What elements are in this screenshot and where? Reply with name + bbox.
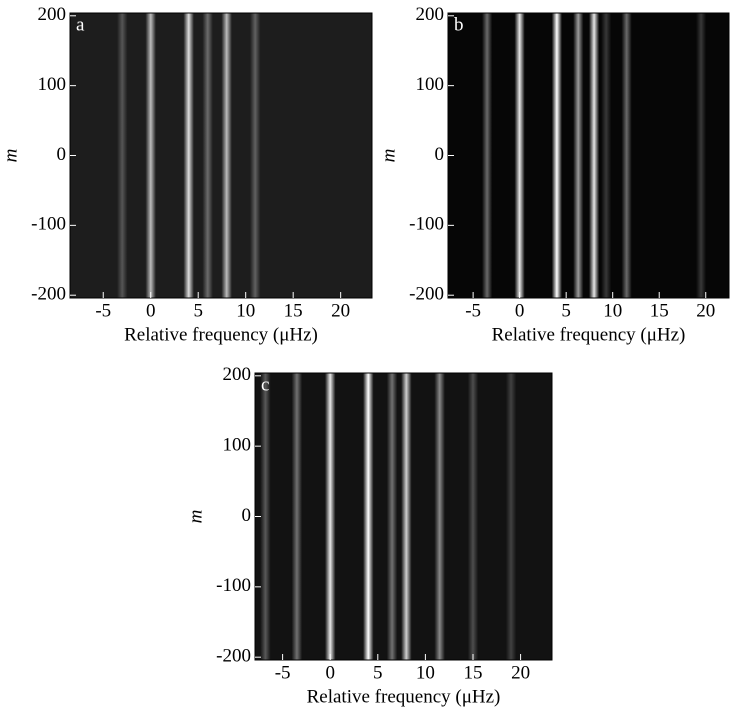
ridge — [467, 373, 479, 660]
y-tick-label: -200 — [409, 284, 444, 305]
x-tick-label: 0 — [515, 300, 525, 321]
x-tick-label: 5 — [193, 300, 203, 321]
ridge — [573, 13, 584, 298]
ridge — [386, 373, 398, 660]
x-axis-label: Relative frequency (μHz) — [124, 324, 318, 345]
x-tick-label: 10 — [236, 300, 255, 321]
ridge — [117, 13, 128, 298]
ridge — [514, 13, 525, 298]
x-tick-label: 15 — [463, 662, 482, 683]
y-tick-label: -100 — [409, 214, 444, 235]
ridge — [221, 13, 232, 298]
x-axis-label: Relative frequency (μHz) — [492, 324, 686, 345]
plot-background — [448, 13, 729, 298]
y-tick-label: 0 — [242, 505, 252, 526]
ridge — [434, 373, 445, 660]
ridge — [551, 13, 562, 298]
y-tick-label: 100 — [223, 435, 252, 456]
y-axis-label: m — [378, 149, 399, 163]
y-tick-label: 0 — [435, 144, 445, 165]
x-tick-label: 15 — [650, 300, 669, 321]
ridge — [324, 373, 336, 660]
panel-label: c — [261, 374, 269, 395]
x-tick-label: 20 — [511, 662, 530, 683]
ridge — [291, 373, 303, 660]
ridge — [401, 373, 412, 660]
y-tick-label: 200 — [38, 4, 67, 25]
x-tick-label: -5 — [275, 662, 291, 683]
y-tick-label: 0 — [57, 144, 67, 165]
ridge — [145, 13, 156, 298]
y-tick-label: -100 — [216, 575, 251, 596]
ridge — [601, 13, 612, 298]
panel-label: b — [454, 14, 464, 35]
y-tick-label: 200 — [416, 4, 445, 25]
y-tick-label: -100 — [31, 214, 66, 235]
ridge — [363, 373, 374, 660]
ridge — [588, 13, 600, 298]
y-tick-label: -200 — [216, 646, 251, 667]
x-tick-label: -5 — [95, 300, 111, 321]
x-tick-label: 20 — [331, 300, 350, 321]
y-axis-label: m — [0, 149, 21, 163]
y-axis-label: m — [185, 510, 206, 524]
y-tick-label: -200 — [31, 284, 66, 305]
y-tick-label: 200 — [223, 364, 252, 385]
plot-background — [70, 13, 372, 298]
x-tick-label: 10 — [603, 300, 622, 321]
y-tick-label: 100 — [38, 74, 67, 95]
ridge — [260, 373, 271, 660]
y-tick-label: 100 — [416, 74, 445, 95]
ridge — [695, 13, 707, 298]
panel-label: a — [76, 14, 85, 35]
x-tick-label: 10 — [416, 662, 435, 683]
ridge — [249, 13, 261, 298]
ridge — [505, 373, 517, 660]
x-tick-label: 20 — [696, 300, 715, 321]
ridge — [481, 13, 493, 298]
x-tick-label: 5 — [373, 662, 383, 683]
x-tick-label: 0 — [146, 300, 156, 321]
ridge — [183, 13, 194, 298]
x-tick-label: -5 — [465, 300, 481, 321]
ridge — [202, 13, 213, 298]
ridge — [621, 13, 632, 298]
x-tick-label: 5 — [561, 300, 571, 321]
x-tick-label: 0 — [325, 662, 335, 683]
x-tick-label: 15 — [284, 300, 303, 321]
x-axis-label: Relative frequency (μHz) — [307, 686, 501, 707]
